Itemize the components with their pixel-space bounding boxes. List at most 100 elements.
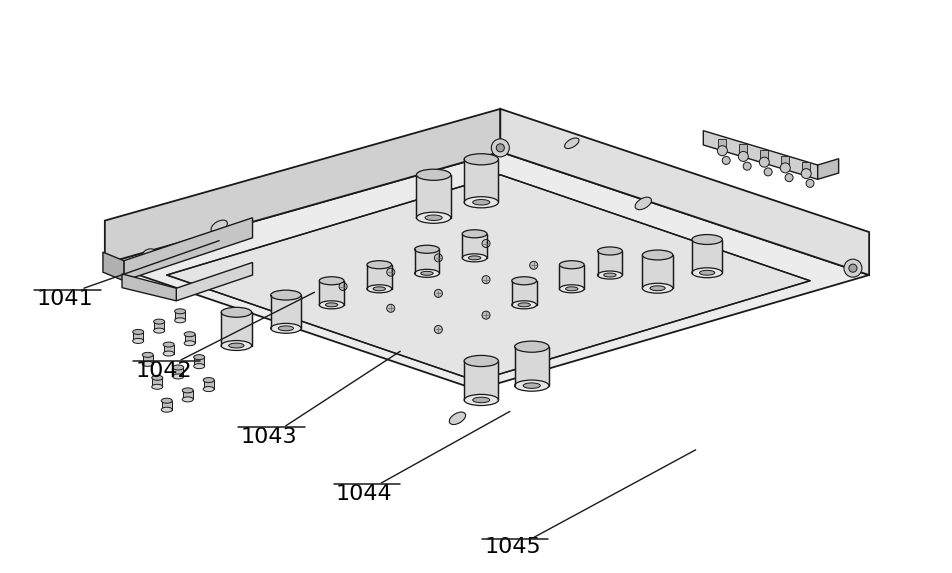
Ellipse shape bbox=[151, 375, 163, 380]
Polygon shape bbox=[464, 361, 498, 400]
Circle shape bbox=[717, 146, 726, 156]
Ellipse shape bbox=[425, 215, 442, 221]
Polygon shape bbox=[739, 144, 746, 156]
Ellipse shape bbox=[691, 234, 722, 245]
Polygon shape bbox=[105, 109, 500, 264]
Ellipse shape bbox=[604, 273, 615, 277]
Polygon shape bbox=[122, 274, 176, 301]
Polygon shape bbox=[204, 380, 213, 389]
Ellipse shape bbox=[472, 199, 489, 205]
Ellipse shape bbox=[464, 197, 498, 208]
Polygon shape bbox=[817, 159, 838, 179]
Ellipse shape bbox=[634, 197, 651, 210]
Polygon shape bbox=[464, 159, 498, 202]
Ellipse shape bbox=[182, 397, 193, 402]
Circle shape bbox=[482, 311, 489, 319]
Ellipse shape bbox=[163, 351, 174, 356]
Polygon shape bbox=[781, 156, 788, 168]
Ellipse shape bbox=[559, 261, 584, 269]
Circle shape bbox=[805, 179, 813, 187]
Polygon shape bbox=[167, 175, 809, 381]
Ellipse shape bbox=[642, 283, 672, 293]
Ellipse shape bbox=[420, 272, 432, 275]
Circle shape bbox=[743, 162, 750, 170]
Polygon shape bbox=[164, 344, 173, 354]
Ellipse shape bbox=[153, 328, 165, 333]
Ellipse shape bbox=[132, 329, 144, 335]
Polygon shape bbox=[319, 281, 344, 305]
Polygon shape bbox=[185, 334, 194, 343]
Text: 1043: 1043 bbox=[240, 427, 296, 446]
Polygon shape bbox=[462, 234, 486, 258]
Ellipse shape bbox=[464, 394, 498, 406]
Polygon shape bbox=[176, 262, 252, 301]
Polygon shape bbox=[133, 332, 143, 341]
Circle shape bbox=[482, 276, 489, 284]
Ellipse shape bbox=[193, 355, 205, 360]
Circle shape bbox=[722, 156, 729, 164]
Polygon shape bbox=[597, 251, 622, 275]
Ellipse shape bbox=[193, 364, 205, 368]
Circle shape bbox=[843, 259, 861, 277]
Ellipse shape bbox=[221, 340, 251, 351]
Polygon shape bbox=[802, 162, 809, 174]
Ellipse shape bbox=[184, 341, 195, 346]
Ellipse shape bbox=[691, 268, 722, 278]
Polygon shape bbox=[270, 295, 301, 328]
Ellipse shape bbox=[472, 397, 489, 403]
Ellipse shape bbox=[172, 365, 184, 370]
Ellipse shape bbox=[163, 342, 174, 347]
Ellipse shape bbox=[210, 220, 228, 233]
Circle shape bbox=[147, 254, 154, 262]
Ellipse shape bbox=[270, 290, 301, 300]
Ellipse shape bbox=[649, 286, 664, 291]
Ellipse shape bbox=[184, 332, 195, 337]
Ellipse shape bbox=[325, 303, 337, 307]
Ellipse shape bbox=[174, 309, 186, 314]
Ellipse shape bbox=[462, 230, 486, 238]
Text: 1045: 1045 bbox=[484, 537, 541, 557]
Ellipse shape bbox=[161, 407, 172, 412]
Polygon shape bbox=[416, 175, 450, 218]
Circle shape bbox=[738, 151, 747, 162]
Circle shape bbox=[482, 240, 489, 248]
Polygon shape bbox=[162, 401, 171, 410]
Polygon shape bbox=[514, 347, 548, 386]
Ellipse shape bbox=[462, 254, 486, 262]
Ellipse shape bbox=[416, 169, 450, 180]
Circle shape bbox=[496, 144, 504, 152]
Ellipse shape bbox=[414, 245, 439, 253]
Circle shape bbox=[434, 289, 442, 297]
Circle shape bbox=[759, 157, 768, 167]
Ellipse shape bbox=[597, 271, 622, 279]
Polygon shape bbox=[559, 265, 584, 289]
Polygon shape bbox=[691, 240, 722, 273]
Ellipse shape bbox=[448, 412, 466, 425]
Polygon shape bbox=[154, 321, 164, 331]
Ellipse shape bbox=[467, 256, 480, 260]
Polygon shape bbox=[173, 367, 183, 376]
Ellipse shape bbox=[182, 388, 193, 393]
Ellipse shape bbox=[319, 301, 344, 309]
Polygon shape bbox=[103, 252, 124, 281]
Ellipse shape bbox=[367, 261, 391, 269]
Circle shape bbox=[387, 268, 394, 276]
Ellipse shape bbox=[523, 383, 540, 388]
Ellipse shape bbox=[142, 362, 153, 366]
Text: 1041: 1041 bbox=[36, 289, 92, 309]
Ellipse shape bbox=[174, 318, 186, 323]
Circle shape bbox=[784, 174, 792, 182]
Ellipse shape bbox=[203, 378, 214, 383]
Polygon shape bbox=[414, 249, 439, 273]
Ellipse shape bbox=[151, 384, 163, 389]
Ellipse shape bbox=[564, 138, 579, 148]
Circle shape bbox=[491, 139, 508, 157]
Ellipse shape bbox=[518, 303, 529, 307]
Ellipse shape bbox=[511, 277, 536, 285]
Ellipse shape bbox=[699, 270, 714, 275]
Polygon shape bbox=[500, 109, 868, 275]
Circle shape bbox=[529, 261, 537, 269]
Ellipse shape bbox=[153, 319, 165, 324]
Ellipse shape bbox=[414, 269, 439, 277]
Polygon shape bbox=[367, 265, 391, 289]
